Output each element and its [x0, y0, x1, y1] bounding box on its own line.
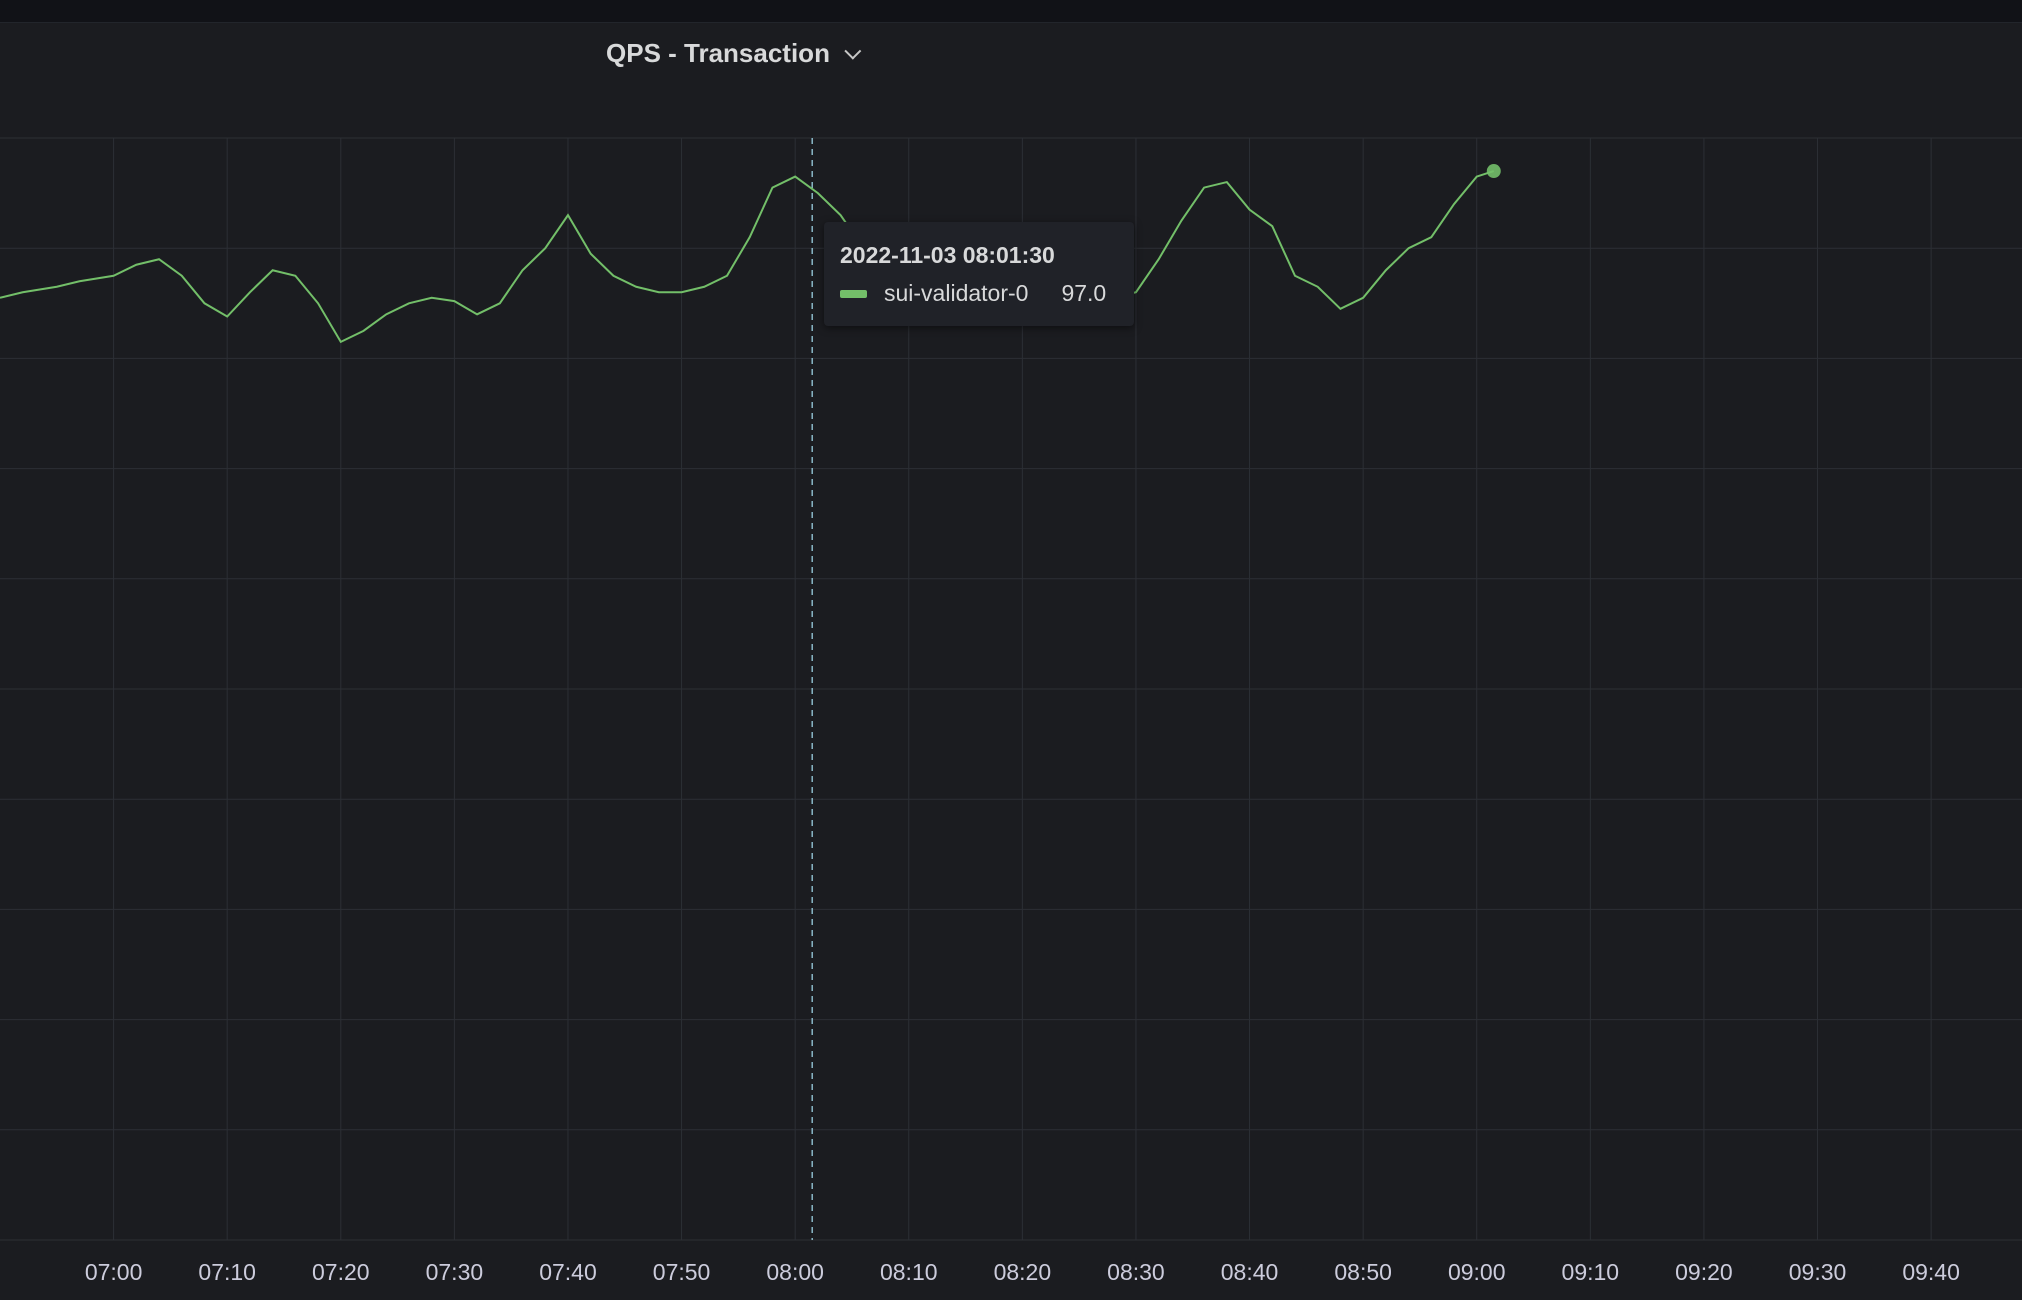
x-tick-label: 08:00 — [766, 1259, 824, 1285]
x-tick-label: 08:40 — [1221, 1259, 1279, 1285]
x-tick-label: 07:10 — [198, 1259, 256, 1285]
x-tick-label: 07:40 — [539, 1259, 597, 1285]
x-tick-label: 08:50 — [1334, 1259, 1392, 1285]
x-tick-label: 07:20 — [312, 1259, 370, 1285]
x-tick-label: 07:00 — [85, 1259, 143, 1285]
x-tick-label: 08:20 — [994, 1259, 1052, 1285]
tooltip-series-value: 97.0 — [1061, 280, 1107, 306]
panel-title-text: QPS - Transaction — [606, 38, 830, 68]
series-hover-point — [1486, 164, 1501, 179]
panel-title[interactable]: QPS - Transaction — [606, 38, 862, 69]
series-color-swatch — [840, 289, 867, 298]
x-tick-label: 09:20 — [1675, 1259, 1733, 1285]
top-bar — [0, 0, 2022, 23]
x-tick-label: 07:50 — [653, 1259, 711, 1285]
tooltip-series-row: sui-validator-0 97.0 — [840, 280, 1106, 307]
x-tick-label: 09:00 — [1448, 1259, 1506, 1285]
x-tick-label: 09:30 — [1789, 1259, 1847, 1285]
tooltip-series-name: sui-validator-0 — [884, 280, 1029, 306]
x-tick-label: 08:10 — [880, 1259, 938, 1285]
series-line — [0, 170, 1495, 344]
x-tick-label: 09:10 — [1562, 1259, 1620, 1285]
x-tick-label: 07:30 — [426, 1259, 484, 1285]
tooltip-timestamp: 2022-11-03 08:01:30 — [840, 242, 1055, 268]
hover-tooltip: 2022-11-03 08:01:30 sui-validator-0 97.0 — [824, 222, 1134, 326]
x-tick-label: 09:40 — [1902, 1259, 1960, 1285]
x-tick-label: 08:30 — [1107, 1259, 1165, 1285]
